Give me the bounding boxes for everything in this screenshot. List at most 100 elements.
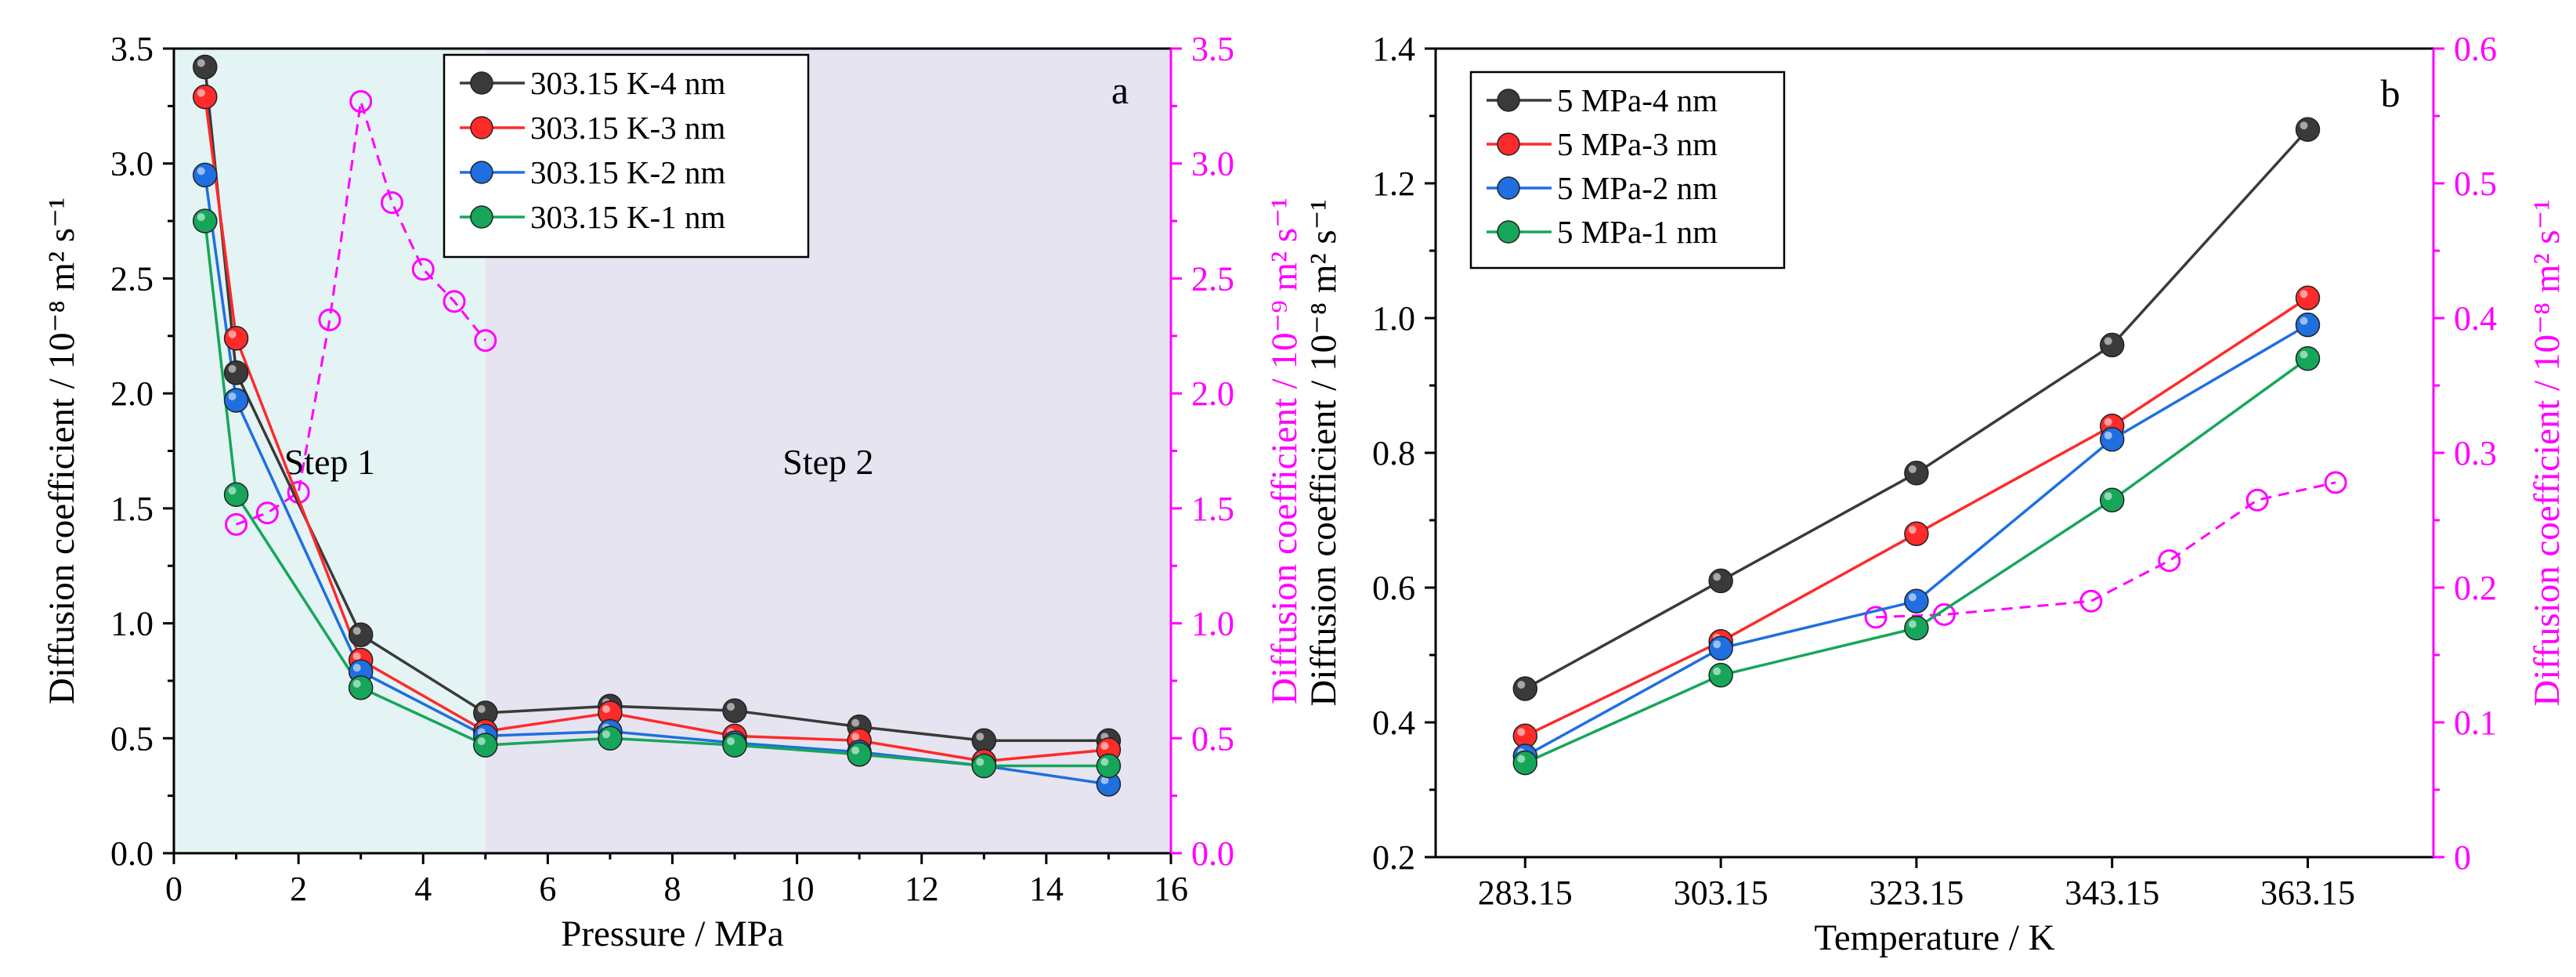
series-4-point-highlight: [1517, 754, 1526, 763]
series-4-point-highlight: [1713, 667, 1722, 675]
series-4-point: [971, 753, 997, 779]
series-2-point-highlight: [1517, 728, 1526, 736]
series-1-point: [1708, 568, 1733, 594]
series-2-point-highlight: [2300, 290, 2308, 299]
series-2-point: [2295, 285, 2321, 310]
series-3-point-highlight: [1713, 640, 1722, 649]
series-4-point: [223, 482, 249, 508]
y-tick-label: 1.0: [1372, 299, 1415, 338]
x-tick-label: 16: [1154, 870, 1188, 908]
y-tick-label: 0.0: [110, 834, 154, 873]
series-4-point-highlight: [602, 730, 610, 739]
legend-item-label: 303.15 K-2 nm: [530, 154, 726, 190]
y-tick-label: 3.0: [110, 145, 154, 183]
region-1-shade: [174, 49, 486, 853]
series-3-point-highlight: [2300, 317, 2308, 325]
legend-item-marker: [1497, 89, 1520, 112]
legend-item-label: 303.15 K-3 nm: [530, 110, 726, 146]
y-tick-label: 3.5: [110, 30, 154, 68]
x-tick-label: 14: [1029, 870, 1064, 908]
legend-item-marker: [1497, 220, 1520, 244]
series-4-point: [2099, 487, 2125, 512]
x-tick-label: 0: [165, 870, 182, 908]
series-3-point-highlight: [197, 167, 205, 175]
y2-tick-label: 1.5: [1191, 490, 1234, 528]
y-tick-label: 0.4: [1372, 704, 1415, 742]
x-tick-label: 8: [664, 870, 681, 908]
series-1-point-highlight: [228, 364, 237, 373]
panel-letter: a: [1111, 68, 1129, 112]
secondary-series-point: [443, 290, 466, 313]
series-3-point: [193, 162, 218, 188]
y2-tick-label: 0.4: [2454, 299, 2497, 338]
y-tick-label: 2.5: [110, 259, 154, 298]
series-2-point-highlight: [197, 89, 205, 97]
series-2-point: [193, 84, 218, 110]
y2-tick-label: 0.2: [2454, 569, 2497, 607]
series-1-point: [223, 360, 249, 385]
legend-item-label: 5 MPa-1 nm: [1557, 214, 1718, 250]
y-tick-label: 1.2: [1372, 165, 1415, 203]
x-tick-label: 303.15: [1674, 874, 1769, 912]
series-4-point: [1096, 753, 1122, 779]
series-3-point: [2099, 427, 2125, 452]
series-1-point: [1512, 676, 1538, 701]
series-2-point-highlight: [1908, 526, 1917, 534]
series-1-point: [193, 54, 218, 80]
y2-tick-label: 3.0: [1191, 145, 1234, 183]
y-tick-label: 0.5: [110, 719, 154, 758]
series-1-point-highlight: [1517, 681, 1526, 689]
series-2-point: [223, 325, 249, 351]
secondary-series-point: [349, 89, 373, 113]
y2-tick-label: 2.0: [1191, 375, 1234, 413]
y-axis-label: Diffusion coefficient / 10⁻⁸ m² s⁻¹: [42, 197, 82, 704]
series-4-line: [1524, 357, 2309, 765]
series-3-point: [2295, 312, 2321, 338]
legend-item-label: 303.15 K-1 nm: [530, 199, 726, 235]
y-tick-label: 2.0: [110, 375, 154, 413]
secondary-series-point: [411, 258, 435, 281]
series-4-point-highlight: [477, 737, 486, 746]
series-2-point-highlight: [602, 705, 610, 714]
series-4-point: [1708, 663, 1733, 688]
series-4-point: [2295, 346, 2321, 371]
secondary-series-point: [2079, 589, 2103, 613]
series-4-point-highlight: [228, 487, 237, 495]
x-tick-label: 363.15: [2260, 874, 2355, 912]
panel-a-chart: Step 1 Step 20 2 4 6 8 10 12 14 160.00.51.01.52.0…: [42, 30, 1305, 954]
y-tick-label: 1.5: [110, 490, 154, 528]
series-1-point: [722, 698, 747, 723]
series-2-point-highlight: [1100, 741, 1109, 750]
legend-item-marker: [470, 71, 493, 95]
series-4-point: [847, 742, 872, 767]
x-axis-label: Temperature / K: [1814, 917, 2054, 958]
series-4-point: [473, 733, 498, 758]
series-2-point-highlight: [2104, 418, 2112, 426]
region-2-label: Step 2: [782, 442, 873, 482]
series-1-point-highlight: [1908, 465, 1917, 473]
series-3-point: [1904, 588, 1929, 613]
y2-tick-label: 0.5: [2454, 165, 2497, 203]
series-3-point-highlight: [1908, 593, 1917, 602]
series-1-point-highlight: [352, 627, 361, 635]
series-4-point-highlight: [2300, 350, 2308, 359]
y2-axis-label: Diffusion coefficient / 10⁻⁸ m² s⁻¹: [2527, 199, 2567, 706]
series-3-point-highlight: [228, 392, 237, 400]
series-3-point: [1708, 635, 1733, 661]
secondary-series-point: [2245, 488, 2269, 512]
y2-axis-label: Diffusion coefficient / 10⁻⁹ m² s⁻¹: [1264, 197, 1305, 704]
legend-box: [1469, 71, 1786, 270]
series-4-point-highlight: [727, 737, 735, 746]
series-4-point: [598, 726, 623, 751]
series-1-point: [2099, 332, 2125, 358]
secondary-series-point: [1932, 602, 1956, 626]
series-4-point: [722, 733, 747, 758]
series-1-point: [348, 622, 374, 647]
x-tick-label: 6: [539, 870, 556, 908]
x-axis-label: Pressure / MPa: [561, 914, 784, 954]
legend-item-marker: [1497, 132, 1520, 156]
secondary-series-point: [2324, 471, 2347, 494]
x-tick-label: 10: [780, 870, 815, 908]
series-1-point: [2295, 117, 2321, 142]
